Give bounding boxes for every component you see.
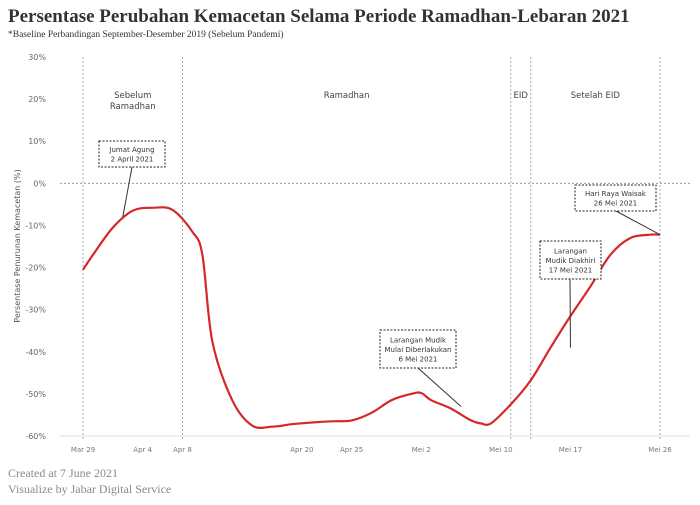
annotation-text: Hari Raya Waisak 26 Mei 2021: [585, 190, 647, 208]
x-tick-label: Mei 17: [559, 446, 582, 454]
annotation-text: Larangan Mudik Mulai Diberlakukan 6 Mei 20…: [384, 336, 451, 363]
x-tick-label: Apr 8: [173, 446, 192, 454]
y-axis-label: Persentase Penurunan Kemacetan (%): [13, 169, 22, 322]
period-label: EID: [514, 91, 529, 101]
annotation-leader: [122, 166, 133, 218]
y-tick-label: 10%: [28, 137, 46, 146]
y-tick-label: -50%: [25, 390, 46, 399]
y-tick-label: 0%: [33, 179, 46, 188]
created-date: Created at 7 June 2021: [8, 466, 118, 480]
annotation-box: [574, 184, 657, 212]
annotation-box: [98, 140, 166, 168]
x-tick-label: Mei 10: [489, 446, 512, 454]
annotation-leader: [615, 210, 661, 236]
period-label: Setelah EID: [571, 91, 621, 101]
chart-subtitle: *Baseline Perbandingan September-Desembe…: [8, 30, 284, 40]
y-tick-label: -60%: [25, 432, 46, 441]
series-line: [82, 206, 661, 429]
y-tick-label: -20%: [25, 264, 46, 273]
annotation-box: [379, 329, 457, 369]
x-tick-label: Mar 29: [71, 446, 95, 454]
y-tick-label: -40%: [25, 348, 46, 357]
x-tick-label: Apr 20: [290, 446, 313, 454]
chart-title: Persentase Perubahan Kemacetan Selama Pe…: [8, 6, 630, 27]
annotation-leader: [417, 367, 462, 407]
annotation-text: Larangan Mudik Diakhiri 17 Mei 2021: [545, 247, 595, 274]
x-tick-label: Apr 4: [133, 446, 152, 454]
y-tick-label: 20%: [28, 95, 46, 104]
x-tick-label: Mei 2: [412, 446, 431, 454]
y-tick-label: -30%: [25, 306, 46, 315]
annotation-text: Jumat Agung 2 April 2021: [108, 146, 154, 164]
y-tick-label: -10%: [25, 221, 46, 230]
period-label: Ramadhan: [324, 91, 370, 101]
x-tick-label: Apr 25: [340, 446, 363, 454]
x-tick-label: Mei 26: [648, 446, 672, 454]
period-label: Sebelum Ramadhan: [110, 91, 156, 112]
y-tick-label: 30%: [28, 53, 46, 62]
annotation-box: [539, 240, 602, 280]
credit-text: Visualize by Jabar Digital Service: [8, 482, 172, 496]
